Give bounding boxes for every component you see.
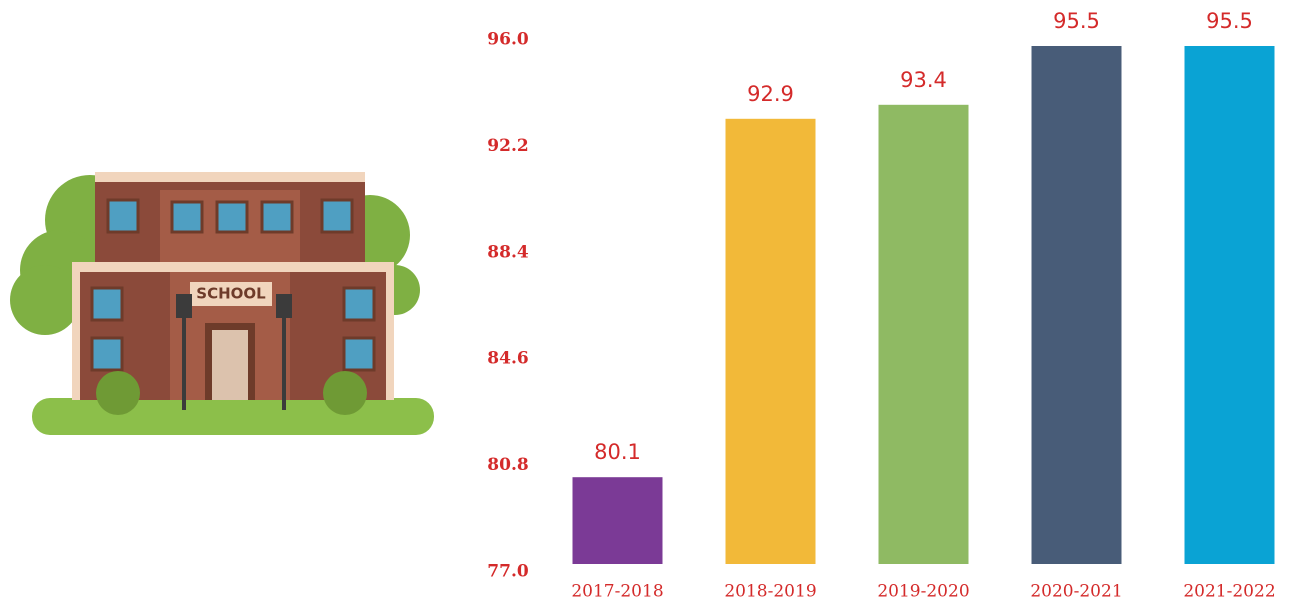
value-label: 92.9 bbox=[747, 82, 794, 106]
x-tick-label: 2021-2022 bbox=[1183, 582, 1275, 602]
value-label: 95.5 bbox=[1053, 9, 1100, 33]
bar bbox=[726, 119, 816, 564]
value-label: 95.5 bbox=[1206, 9, 1253, 33]
y-tick-label: 96.0 bbox=[487, 30, 529, 50]
value-label: 80.1 bbox=[594, 440, 641, 464]
y-tick-label: 92.2 bbox=[487, 136, 528, 156]
y-tick-label: 80.8 bbox=[487, 455, 528, 475]
y-tick-label: 88.4 bbox=[487, 242, 529, 262]
x-tick-label: 2019-2020 bbox=[877, 582, 969, 602]
bar bbox=[1032, 46, 1122, 564]
x-tick-label: 2020-2021 bbox=[1030, 582, 1122, 602]
value-label: 93.4 bbox=[900, 68, 947, 92]
school-illustration: SCHOOL bbox=[10, 172, 434, 435]
bar bbox=[879, 105, 969, 564]
bar bbox=[573, 477, 663, 564]
page: {"illustration": {"sign": "SCHOOL"}, "ch… bbox=[0, 0, 1306, 604]
y-tick-label: 84.6 bbox=[487, 349, 528, 369]
x-tick-label: 2018-2019 bbox=[724, 582, 816, 602]
y-tick-label: 77.0 bbox=[487, 562, 529, 582]
school-sign: SCHOOL bbox=[196, 285, 266, 303]
bar bbox=[1185, 46, 1275, 564]
chart: SCHOOL 77.0 80.8 84.6 88.4 92.2 96.0 2017-2018… bbox=[0, 0, 1306, 604]
x-tick-label: 2017-2018 bbox=[571, 582, 663, 602]
